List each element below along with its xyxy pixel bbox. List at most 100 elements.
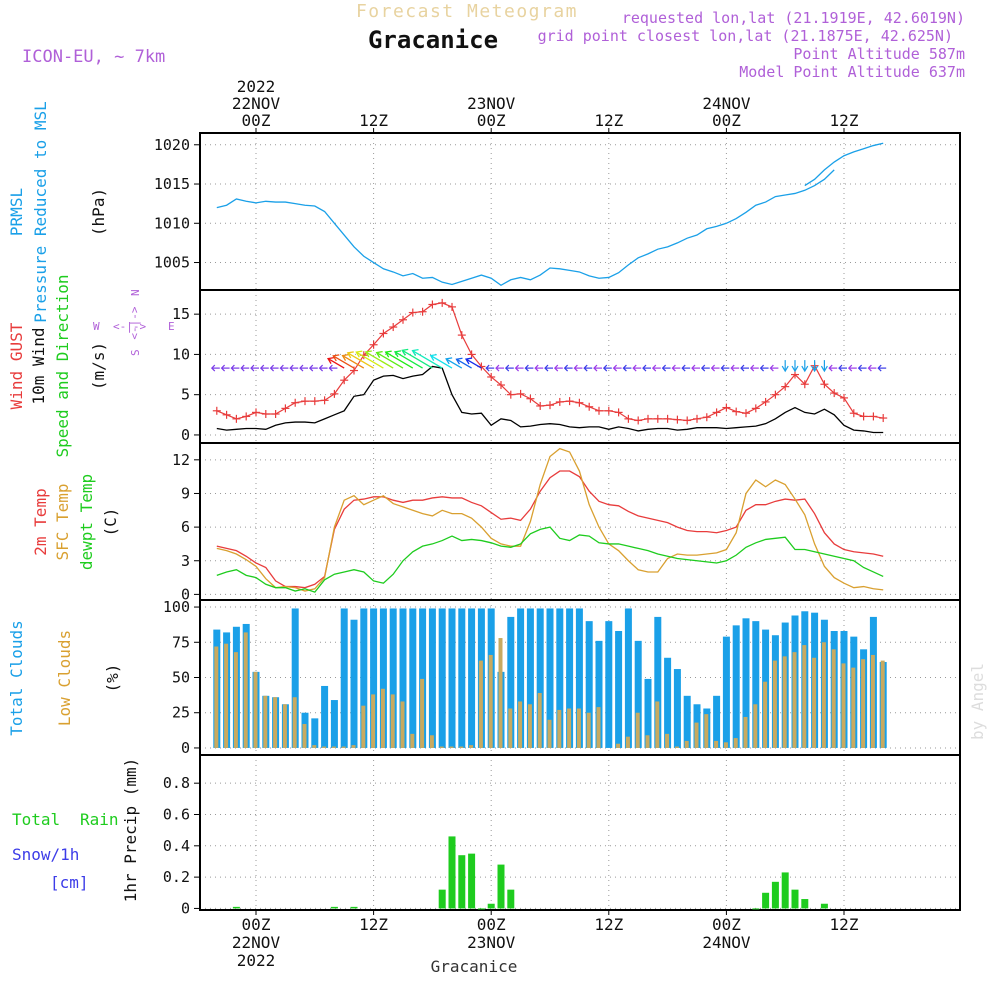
gust-marker: [536, 401, 545, 410]
top-day-label: 23NOV: [467, 94, 516, 113]
top-tick-label: 00Z: [712, 111, 741, 130]
bar-low-clouds: [870, 654, 875, 748]
bar-low-clouds: [439, 746, 444, 748]
wind-arrow: [342, 355, 365, 369]
bar-low-clouds: [527, 704, 532, 748]
panel-precip: 0 0.2 0.4 0.6 0.8: [163, 754, 961, 917]
bar-low-clouds: [518, 701, 523, 748]
bar-total-clouds: [526, 608, 534, 748]
y-tick-label: 12: [172, 451, 190, 469]
location-title: Gracanice: [368, 26, 498, 54]
bar-low-clouds: [812, 657, 817, 748]
wind-arrowhead: [346, 351, 354, 359]
bar-precip: [468, 853, 476, 909]
gust-marker: [408, 308, 417, 317]
bottom-tick-label: 00Z: [242, 915, 271, 934]
bar-total-clouds: [399, 608, 407, 748]
bar-total-clouds: [370, 608, 378, 748]
gust-marker: [506, 390, 515, 399]
bar-total-clouds: [664, 657, 672, 748]
y-tick-label: 0.4: [163, 837, 190, 855]
wind-arrowhead: [857, 364, 863, 372]
bar-low-clouds: [233, 652, 238, 748]
bar-total-clouds: [634, 640, 642, 748]
gust-marker: [595, 406, 603, 415]
wind-arrowhead: [534, 364, 539, 372]
wind-arrowhead: [299, 364, 304, 372]
gust-marker: [781, 382, 790, 391]
gust-marker: [565, 397, 574, 406]
gust-marker: [634, 416, 643, 425]
wind-arrowhead: [269, 364, 275, 372]
series-line-prmsl: [804, 142, 884, 187]
wind-arrowhead: [847, 364, 853, 372]
y-tick-label: 1010: [154, 214, 190, 232]
bar-precip: [497, 864, 505, 909]
bar-low-clouds: [292, 697, 297, 748]
wind-arrowhead: [210, 364, 216, 372]
bar-low-clouds: [508, 708, 513, 748]
gust-marker: [448, 302, 456, 311]
wind-arrowhead: [720, 364, 725, 372]
legend-rain: Rain: [80, 810, 119, 829]
ylabel-speed-direction: Speed and Direction: [53, 274, 72, 457]
series-line-2m-temp: [216, 470, 884, 589]
wind-arrowhead: [573, 364, 578, 372]
wind-arrowhead: [332, 354, 340, 362]
bar-precip: [762, 892, 770, 909]
bar-total-clouds: [468, 608, 476, 748]
bar-low-clouds: [371, 694, 376, 748]
bar-total-clouds: [742, 618, 750, 748]
gust-marker: [673, 415, 682, 424]
bar-precip: [448, 836, 456, 909]
bottom-tick-label: 00Z: [477, 915, 506, 934]
wind-arrowhead: [318, 364, 324, 372]
wind-arrowhead: [867, 364, 872, 372]
ylabel-total-clouds: Total Clouds: [7, 620, 26, 736]
top-tick-label: 00Z: [477, 111, 506, 130]
bar-low-clouds: [802, 645, 807, 748]
bottom-day-label: 22NOV: [232, 933, 281, 952]
bar-low-clouds: [243, 632, 248, 748]
bar-total-clouds: [673, 669, 681, 748]
bar-low-clouds: [723, 742, 728, 748]
bottom-day-label: 23NOV: [467, 933, 516, 952]
y-tick-label: 1020: [154, 136, 190, 154]
gust-marker: [800, 380, 809, 389]
gust-marker: [820, 380, 829, 389]
gust-marker: [585, 402, 594, 411]
gust-marker: [301, 397, 309, 406]
top-tick-label: 12Z: [359, 111, 388, 130]
bar-low-clouds: [273, 697, 278, 748]
bar-low-clouds: [341, 746, 346, 748]
bar-total-clouds: [644, 678, 652, 748]
gust-marker: [859, 412, 868, 421]
bottom-tick-label: 12Z: [594, 915, 623, 934]
watermark: by Angel: [968, 663, 987, 740]
gust-marker: [771, 390, 780, 399]
wind-arrow: [445, 358, 463, 369]
series-line-sfc-temp: [216, 447, 884, 592]
wind-arrowhead: [279, 364, 284, 372]
bar-low-clouds: [714, 740, 719, 748]
top-day-label: 24NOV: [702, 94, 751, 113]
bar-total-clouds: [438, 608, 446, 748]
bar-total-clouds: [713, 695, 721, 748]
gust-marker: [693, 414, 701, 423]
bar-total-clouds: [556, 608, 564, 748]
top-year-label: 2022: [237, 77, 276, 96]
gust-marker: [261, 410, 270, 419]
y-tick-label: 50: [172, 669, 190, 687]
point-altitude: Point Altitude 587m: [793, 45, 965, 63]
bar-precip: [752, 908, 760, 910]
gust-marker: [330, 389, 339, 398]
bar-total-clouds: [624, 608, 632, 748]
bar-total-clouds: [654, 616, 662, 748]
y-tick-label: 1015: [154, 175, 190, 193]
gust-marker: [742, 409, 750, 418]
gust-marker: [879, 414, 888, 423]
wind-arrowhead: [327, 356, 335, 364]
bar-low-clouds: [821, 642, 826, 748]
bar-low-clouds: [224, 643, 229, 748]
wind-arrowhead: [455, 357, 463, 365]
